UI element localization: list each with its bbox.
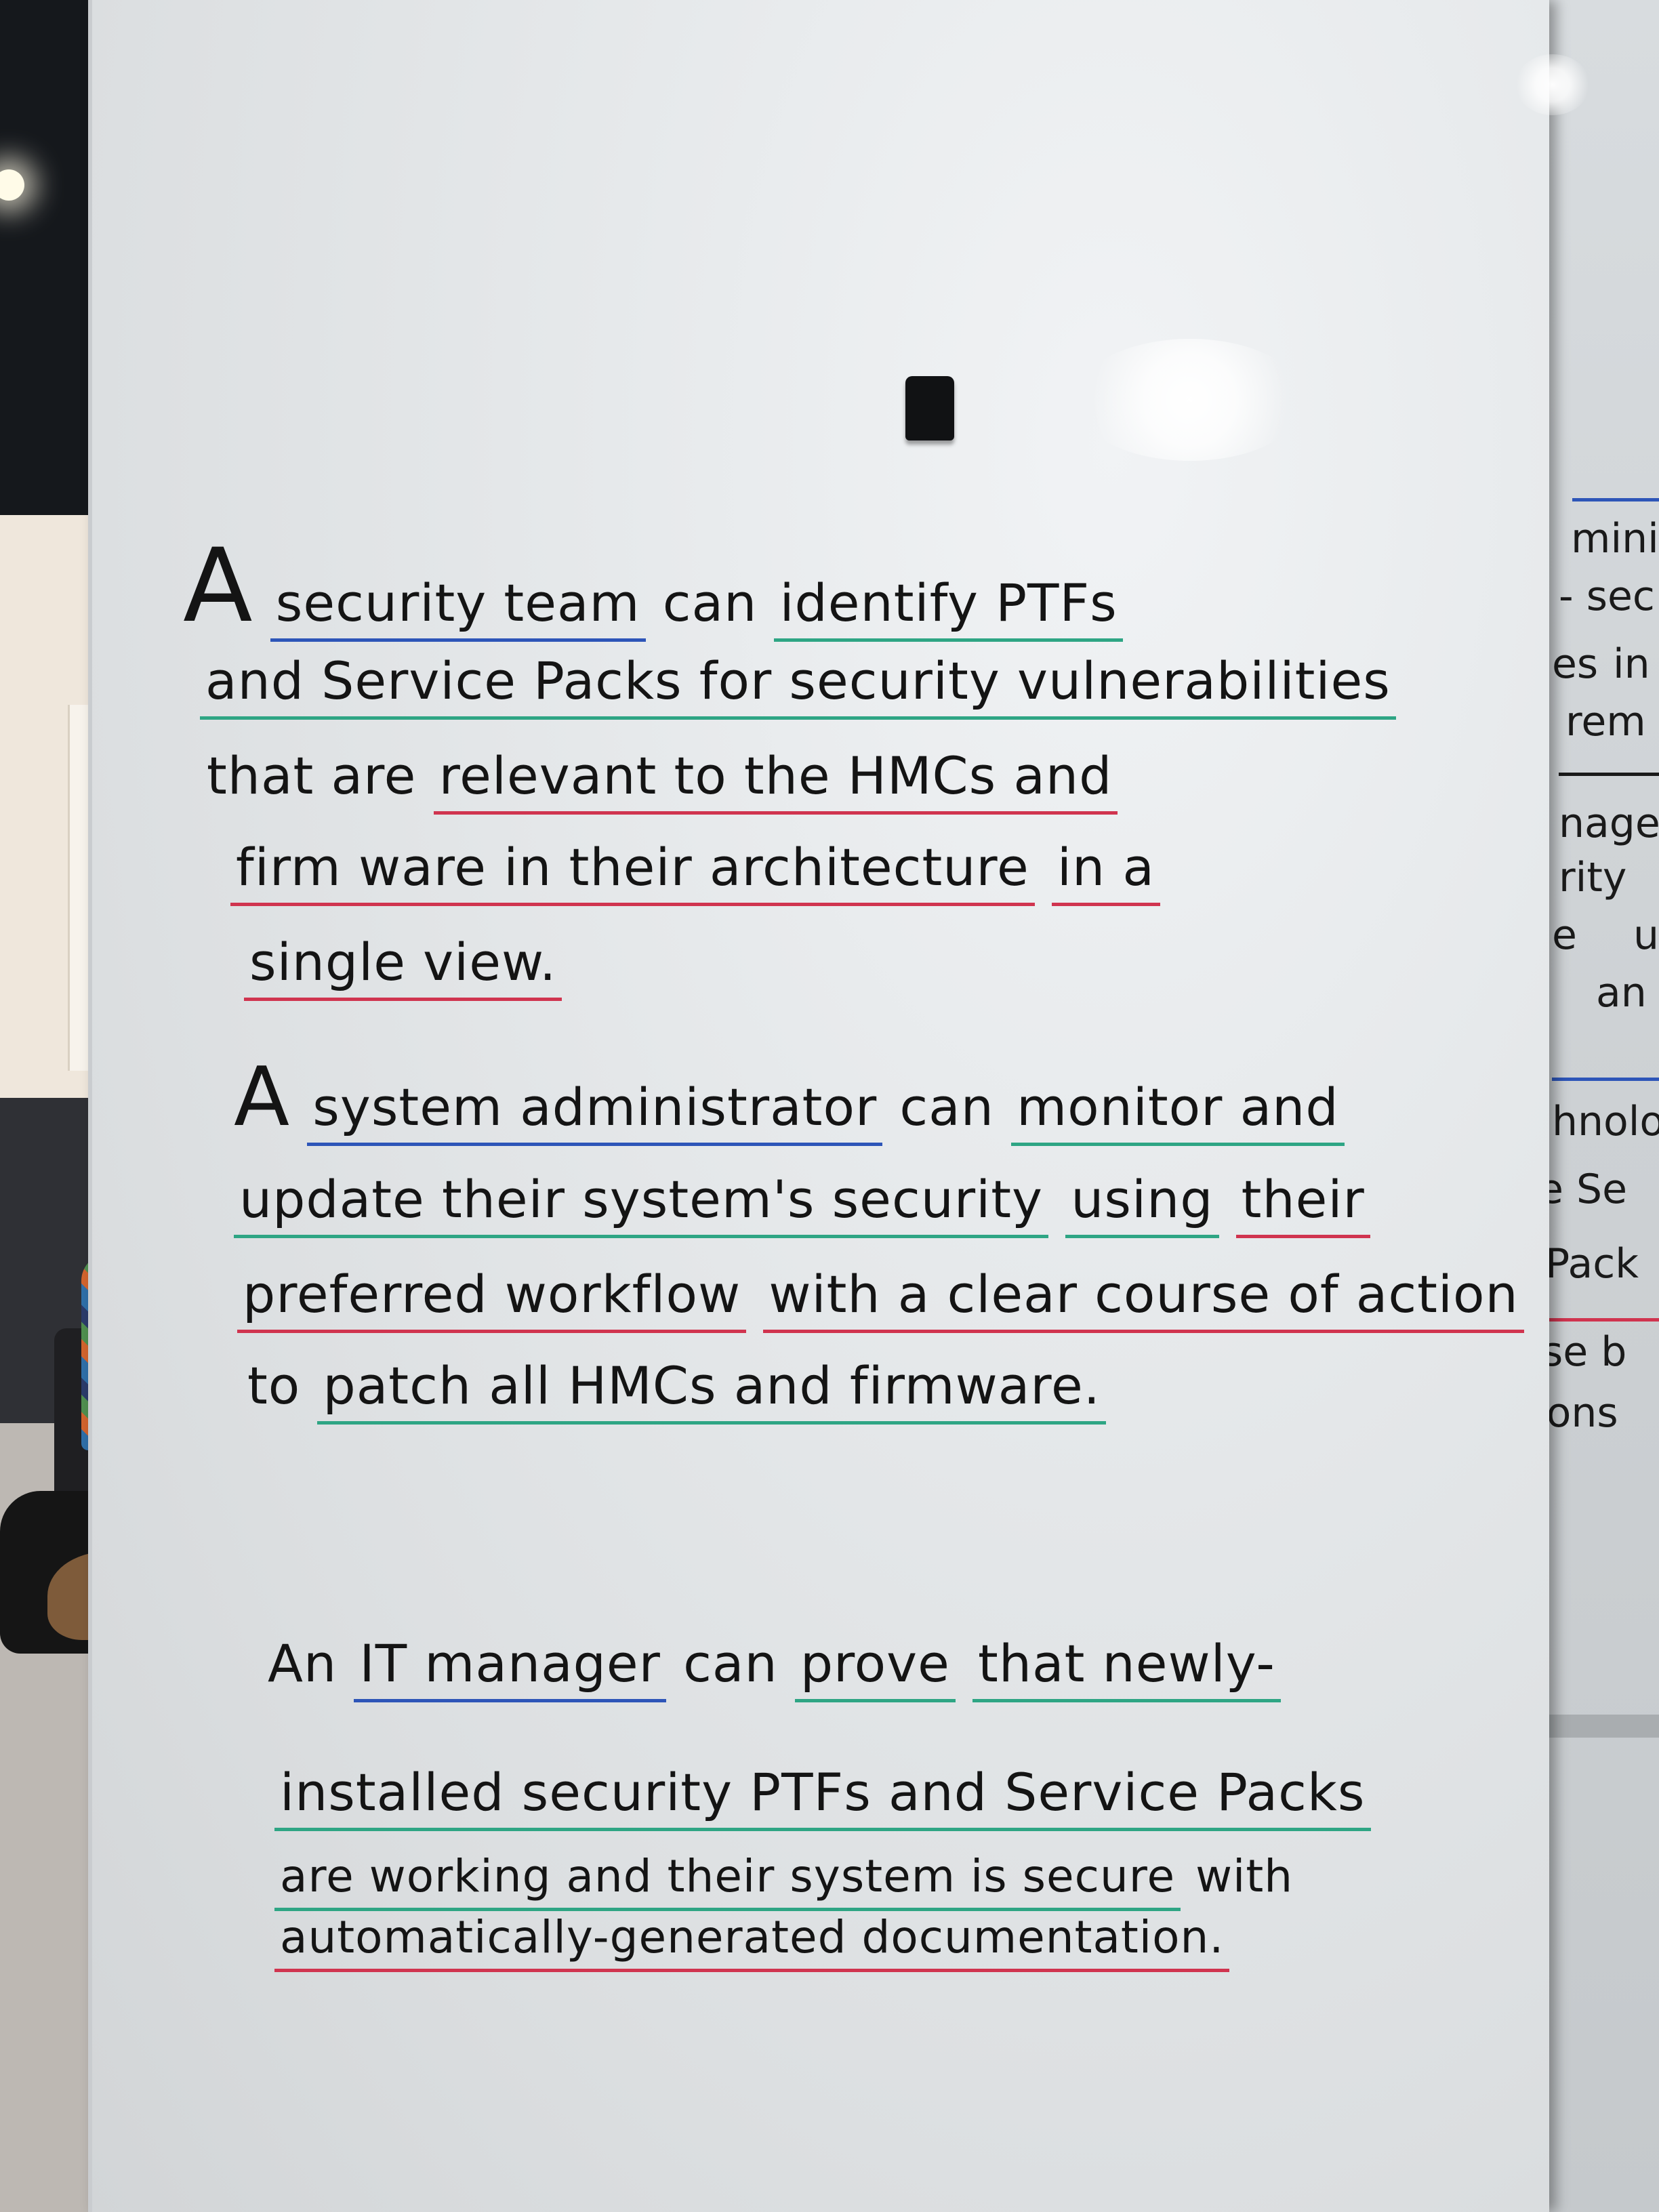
story-line: A security team can identify PTFs (183, 535, 1123, 642)
connector-word: with (1195, 1850, 1294, 1902)
goal-phrase: using (1065, 1169, 1219, 1238)
side-fragment: minis (1571, 515, 1659, 562)
side-fragment: - sec (1559, 573, 1655, 620)
story-line: and Service Packs for security vulnerabi… (200, 651, 1396, 720)
side-fragment: u (1633, 912, 1659, 959)
story-line: that are relevant to the HMCs and (207, 745, 1118, 815)
detail-phrase: firm ware in their architecture (230, 837, 1035, 906)
story-line: An IT manager can prove that newly- (268, 1633, 1281, 1702)
connector-word: can (683, 1633, 778, 1694)
side-fragment: es (1552, 640, 1599, 688)
persona-phrase: IT manager (354, 1633, 666, 1702)
connector-word: that are (207, 745, 417, 806)
side-fragment: nage (1559, 800, 1659, 847)
detail-phrase: automatically-generated documentation. (274, 1911, 1230, 1972)
side-underline (1538, 1318, 1659, 1322)
side-fragment: in (1613, 640, 1650, 688)
article: A (234, 1050, 291, 1145)
side-fragment: hnolo (1552, 1098, 1659, 1145)
story-line: installed security PTFs and Service Pack… (274, 1762, 1371, 1831)
article: A (183, 527, 253, 645)
article: An (268, 1633, 337, 1694)
connector-word: to (247, 1355, 301, 1416)
story-line: update their system's security using the… (234, 1169, 1370, 1238)
goal-phrase: update their system's security (234, 1169, 1049, 1238)
story-line: A system administrator can monitor and (234, 1057, 1345, 1146)
story-line: are working and their system is secure w… (274, 1850, 1294, 1911)
side-underline (1559, 773, 1659, 776)
goal-phrase: identify PTFs (774, 573, 1123, 642)
side-fragment: an (1596, 969, 1647, 1017)
story-line: single view. (244, 932, 562, 1001)
detail-phrase: single view. (244, 932, 562, 1001)
side-fragment: e Se (1538, 1166, 1627, 1213)
goal-phrase: installed security PTFs and Service Pack… (274, 1762, 1371, 1831)
goal-phrase: patch all HMCs and firmware. (317, 1355, 1106, 1425)
board-magnet (905, 376, 954, 441)
side-underline (1552, 1078, 1659, 1081)
light-glare (1075, 339, 1305, 461)
story-line: preferred workflow with a clear course o… (237, 1264, 1524, 1333)
connector-word: can (899, 1077, 994, 1137)
story-line: to patch all HMCs and firmware. (247, 1355, 1106, 1425)
detail-phrase: their (1235, 1169, 1370, 1238)
persona-phrase: system administrator (307, 1077, 883, 1146)
main-whiteboard (88, 0, 1590, 2212)
goal-phrase: and Service Packs for security vulnerabi… (200, 651, 1396, 720)
detail-phrase: in a (1051, 837, 1160, 906)
light-glare (1515, 54, 1590, 115)
side-fragment: se b (1542, 1328, 1627, 1376)
persona-phrase: security team (270, 573, 646, 642)
ceiling-light (0, 169, 24, 201)
detail-phrase: with a clear course of action (763, 1264, 1524, 1333)
side-fragment: e (1552, 912, 1577, 959)
side-fragment: rity (1559, 854, 1627, 901)
story-line: firm ware in their architecture in a (230, 837, 1160, 906)
story-line: automatically-generated documentation. (274, 1911, 1230, 1972)
goal-phrase: monitor and (1011, 1077, 1345, 1146)
goal-phrase: are working and their system is secure (274, 1850, 1181, 1911)
detail-phrase: relevant to the HMCs and (433, 745, 1118, 815)
goal-phrase: prove (794, 1633, 956, 1702)
side-underline (1572, 498, 1659, 501)
side-fragment: rem (1565, 698, 1646, 745)
detail-phrase: preferred workflow (237, 1264, 747, 1333)
connector-word: can (662, 573, 758, 633)
goal-phrase: that newly- (972, 1633, 1281, 1702)
side-fragment: Pack (1545, 1240, 1639, 1288)
